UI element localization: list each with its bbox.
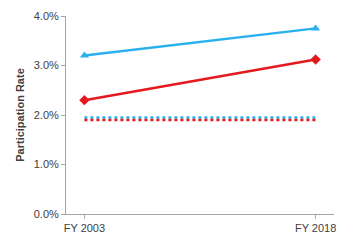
svg-text:0.0%: 0.0% (34, 208, 59, 220)
svg-text:1.0%: 1.0% (34, 158, 59, 170)
svg-text:4.0%: 4.0% (34, 10, 59, 22)
svg-text:Participation Rate: Participation Rate (14, 68, 26, 162)
svg-text:2.0%: 2.0% (34, 109, 59, 121)
svg-text:FY 2003: FY 2003 (64, 222, 105, 234)
svg-text:3.0%: 3.0% (34, 59, 59, 71)
svg-text:FY 2018: FY 2018 (295, 222, 336, 234)
